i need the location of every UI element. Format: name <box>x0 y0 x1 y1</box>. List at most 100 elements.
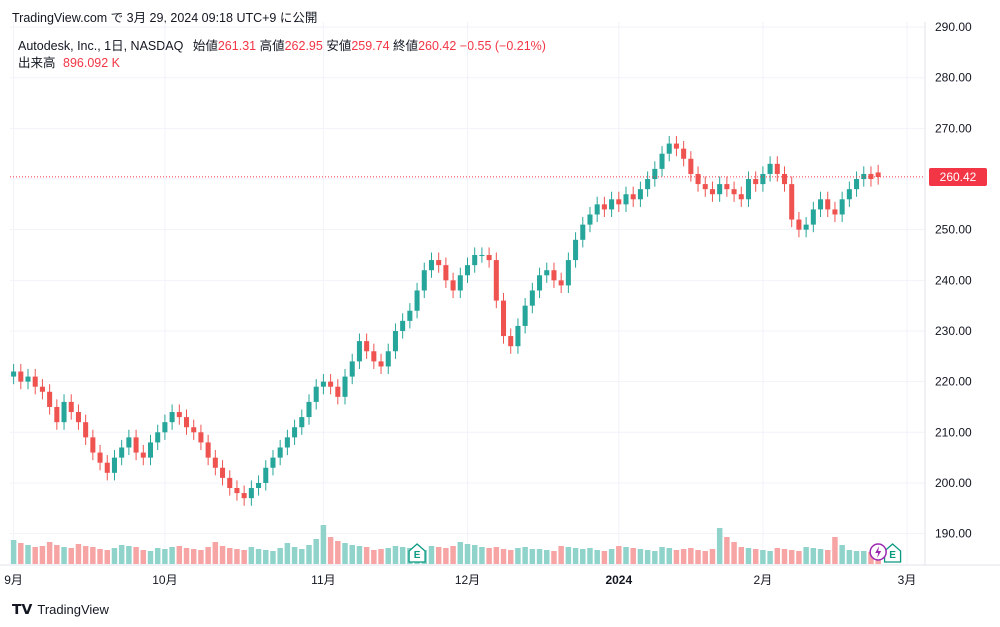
volume-bar <box>709 549 716 564</box>
candle-body <box>594 204 600 215</box>
candle-body <box>659 153 665 169</box>
candle-body <box>479 255 485 257</box>
candle-body <box>875 172 881 178</box>
candle-body <box>356 341 362 362</box>
candle-body <box>760 173 766 185</box>
candle-body <box>529 290 535 306</box>
candle-body <box>313 386 319 402</box>
volume-bar <box>392 546 399 564</box>
candle-body <box>83 422 89 438</box>
candle-body <box>846 189 852 200</box>
volume-bar <box>219 546 226 564</box>
x-tick-label: 2024 <box>605 573 632 587</box>
candle-body <box>147 442 154 458</box>
x-tick-label: 10月 <box>152 573 177 587</box>
volume-bar <box>284 543 291 564</box>
volume-bar <box>162 549 168 564</box>
volume-bar <box>817 549 824 564</box>
candle-body <box>652 168 658 180</box>
volume-bar <box>349 545 355 564</box>
candle-body <box>551 270 557 281</box>
y-tick-label: 200.00 <box>935 476 972 490</box>
volume-bar <box>428 546 435 564</box>
candle-body <box>47 391 53 407</box>
volume-bar <box>731 542 737 564</box>
volume-bar <box>450 546 456 564</box>
volume-bar <box>140 550 147 564</box>
candle-body <box>234 488 240 494</box>
candle-body <box>364 341 370 352</box>
volume-bar <box>457 542 464 564</box>
candle-body <box>241 493 247 499</box>
candle-body <box>868 173 874 180</box>
volume-bar <box>868 552 874 564</box>
volume-bar <box>320 525 327 564</box>
y-tick-label: 280.00 <box>935 71 972 85</box>
volume-bar <box>46 542 53 564</box>
candle-body <box>25 376 31 382</box>
y-tick-label: 290.00 <box>935 22 972 34</box>
candle-body <box>400 320 406 331</box>
high-value: 262.95 <box>284 39 323 53</box>
volume-bar <box>39 546 46 564</box>
candle-body <box>385 351 391 367</box>
candle-body <box>623 194 629 205</box>
candlestick-chart[interactable]: 190.00 200.00 210.00 220.00 230.00 240.00 250.… <box>0 22 1000 592</box>
publish-header: TradingView.com で 3月 29, 2024 09:18 UTC+… <box>12 11 318 25</box>
candle-body <box>666 143 672 154</box>
candle-body <box>104 462 110 473</box>
candle-body <box>227 477 233 489</box>
candle-body <box>695 173 701 185</box>
candle-body <box>371 351 377 362</box>
volume-bar <box>738 547 745 564</box>
volume-bar <box>500 549 507 564</box>
candle-body <box>587 214 593 225</box>
volume-bar <box>558 546 564 564</box>
candle-body <box>299 417 305 428</box>
brand-name: TradingView <box>37 602 109 617</box>
candle-body <box>472 255 478 266</box>
volume-bar <box>666 548 672 564</box>
volume-bar <box>435 547 442 564</box>
candle-body <box>140 452 146 458</box>
candle-body <box>306 401 312 418</box>
symbol-name: Autodesk, Inc., 1日, NASDAQ <box>18 39 184 53</box>
volume-bar <box>479 547 485 564</box>
x-tick-label: 12月 <box>455 573 480 587</box>
volume-bar <box>299 549 305 564</box>
volume-bar <box>126 546 132 564</box>
candle-body <box>248 488 254 499</box>
tradingview-logo-icon: 𝗧𝗩 <box>12 601 33 617</box>
candle-body <box>407 310 413 321</box>
volume-bar <box>10 540 17 564</box>
volume-bar <box>205 547 211 564</box>
volume-bar <box>111 548 118 564</box>
volume-bar <box>291 547 298 564</box>
candle-body <box>205 442 211 458</box>
open-value: 261.31 <box>217 39 257 53</box>
volume-bar <box>652 551 658 564</box>
candle-body <box>32 376 38 387</box>
candle-body <box>54 406 60 423</box>
candle-body <box>90 437 96 453</box>
candle-body <box>392 330 398 352</box>
volume-bar <box>212 542 219 564</box>
footer-brand: 𝗧𝗩 TradingView <box>12 601 109 618</box>
volume-bar <box>61 547 67 564</box>
candle-body <box>854 179 860 190</box>
volume-bar <box>342 543 348 564</box>
volume-bar <box>637 549 644 564</box>
volume-bar <box>601 551 608 564</box>
candle-body <box>133 437 139 453</box>
candle-body <box>753 179 759 185</box>
candle-body <box>803 224 809 230</box>
candle-body <box>709 189 715 195</box>
candle-body <box>861 173 867 180</box>
volume-bar <box>536 549 543 564</box>
candle-body <box>349 361 355 377</box>
volume-bar <box>608 549 615 564</box>
volume-bar <box>659 547 665 564</box>
candle-body <box>493 260 499 301</box>
volume-bar <box>118 545 125 564</box>
candle-body <box>781 173 788 185</box>
